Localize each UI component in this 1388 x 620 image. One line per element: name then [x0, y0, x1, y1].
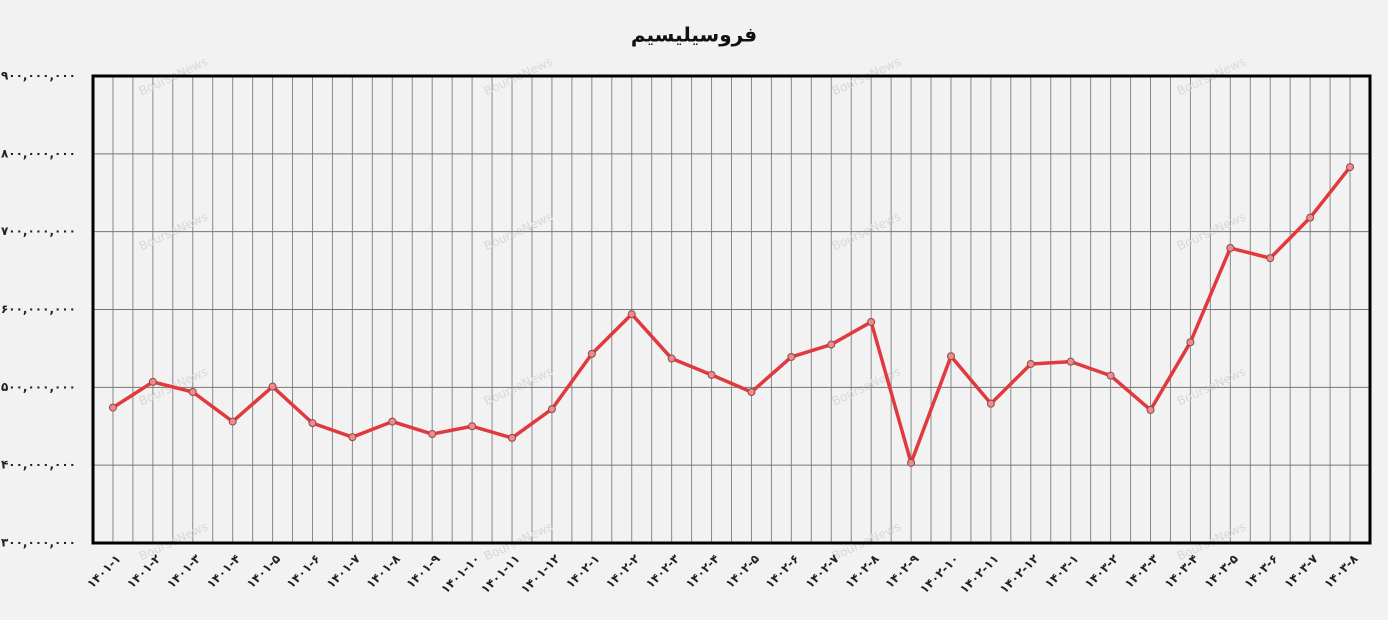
x-tick-label: ۱۴۰۳-۲ [1082, 551, 1122, 591]
x-tick-label: ۱۴۰۲-۹ [882, 551, 922, 591]
x-tick-label: ۱۴۰۲-۶ [763, 552, 802, 591]
x-tick-label: ۱۴۰۳-۷ [1281, 551, 1321, 591]
x-tick-label: ۱۴۰۱-۱۰ [438, 552, 483, 597]
data-point [1066, 357, 1075, 366]
data-point [188, 388, 197, 397]
y-tick-label: ۶۰۰,۰۰۰,۰۰۰ [1, 302, 76, 316]
plot-border [91, 74, 1372, 545]
data-point [787, 352, 796, 361]
x-tick-label: ۱۴۰۳-۳ [1122, 551, 1162, 591]
data-point [667, 354, 676, 363]
data-point [867, 317, 876, 326]
y-tick-label: ۸۰۰,۰۰۰,۰۰۰ [1, 146, 76, 160]
data-point [1306, 213, 1315, 222]
data-point [627, 310, 636, 319]
y-tick-label: ۴۰۰,۰۰۰,۰۰۰ [1, 458, 76, 472]
data-point [508, 433, 517, 442]
y-tick-label: ۹۰۰,۰۰۰,۰۰۰ [1, 69, 76, 83]
x-tick-label: ۱۴۰۲-۷ [803, 551, 843, 591]
x-tick-label: ۱۴۰۳-۱ [1042, 552, 1081, 591]
x-tick-label: ۱۴۰۱-۱ [84, 552, 123, 591]
x-tick-label: ۱۴۰۲-۲ [603, 551, 643, 591]
x-tick-label: ۱۴۰۱-۶ [284, 552, 323, 591]
y-tick-label: ۷۰۰,۰۰۰,۰۰۰ [1, 224, 76, 238]
data-point [388, 417, 397, 426]
data-point [148, 377, 157, 386]
data-point [268, 382, 277, 391]
x-tick-label: ۱۴۰۱-۳ [164, 551, 204, 591]
x-tick-label: ۱۴۰۳-۶ [1242, 552, 1281, 591]
chart-title: فروسیلیسیم [631, 23, 757, 47]
data-point [547, 405, 556, 414]
data-point [108, 403, 117, 412]
data-point [348, 433, 357, 442]
data-point [907, 458, 916, 467]
data-point [587, 349, 596, 358]
x-tick-label: ۱۴۰۱-۷ [324, 551, 364, 591]
x-tick-label: ۱۴۰۱-۴ [204, 552, 243, 591]
data-point [747, 388, 756, 397]
data-point [827, 340, 836, 349]
x-tick-label: ۱۴۰۲-۱ [563, 552, 602, 591]
data-point [228, 417, 237, 426]
x-tick-label: ۱۴۰۲-۱۱ [957, 552, 1002, 597]
x-tick-label: ۱۴۰۱-۸ [364, 551, 404, 591]
data-point [1146, 405, 1155, 414]
data-point [1026, 359, 1035, 368]
x-tick-label: ۱۴۰۱-۵ [244, 552, 283, 591]
data-point [1226, 244, 1235, 253]
x-tick-label: ۱۴۰۲-۴ [683, 552, 722, 591]
data-point [308, 419, 317, 428]
data-point [1346, 163, 1355, 172]
y-tick-label: ۳۰۰,۰۰۰,۰۰۰ [1, 536, 76, 550]
data-point [1186, 338, 1195, 347]
data-point [1106, 371, 1115, 380]
x-tick-label: ۱۴۰۳-۸ [1321, 551, 1361, 591]
x-tick-label: ۱۴۰۲-۱۲ [997, 551, 1042, 596]
y-tick-label: ۵۰۰,۰۰۰,۰۰۰ [1, 380, 76, 394]
data-point [707, 370, 716, 379]
x-tick-label: ۱۴۰۲-۳ [643, 551, 683, 591]
data-point [1266, 254, 1275, 263]
data-point [946, 352, 955, 361]
data-line [112, 165, 1352, 465]
x-tick-label: ۱۴۰۱-۹ [403, 551, 443, 591]
data-point [986, 399, 995, 408]
x-tick-label: ۱۴۰۲-۱۰ [917, 552, 962, 597]
x-tick-label: ۱۴۰۱-۱۲ [518, 551, 563, 596]
data-point [428, 430, 437, 439]
data-point [468, 422, 477, 431]
x-tick-label: ۱۴۰۳-۵ [1202, 552, 1241, 591]
x-tick-label: ۱۴۰۲-۵ [723, 552, 762, 591]
